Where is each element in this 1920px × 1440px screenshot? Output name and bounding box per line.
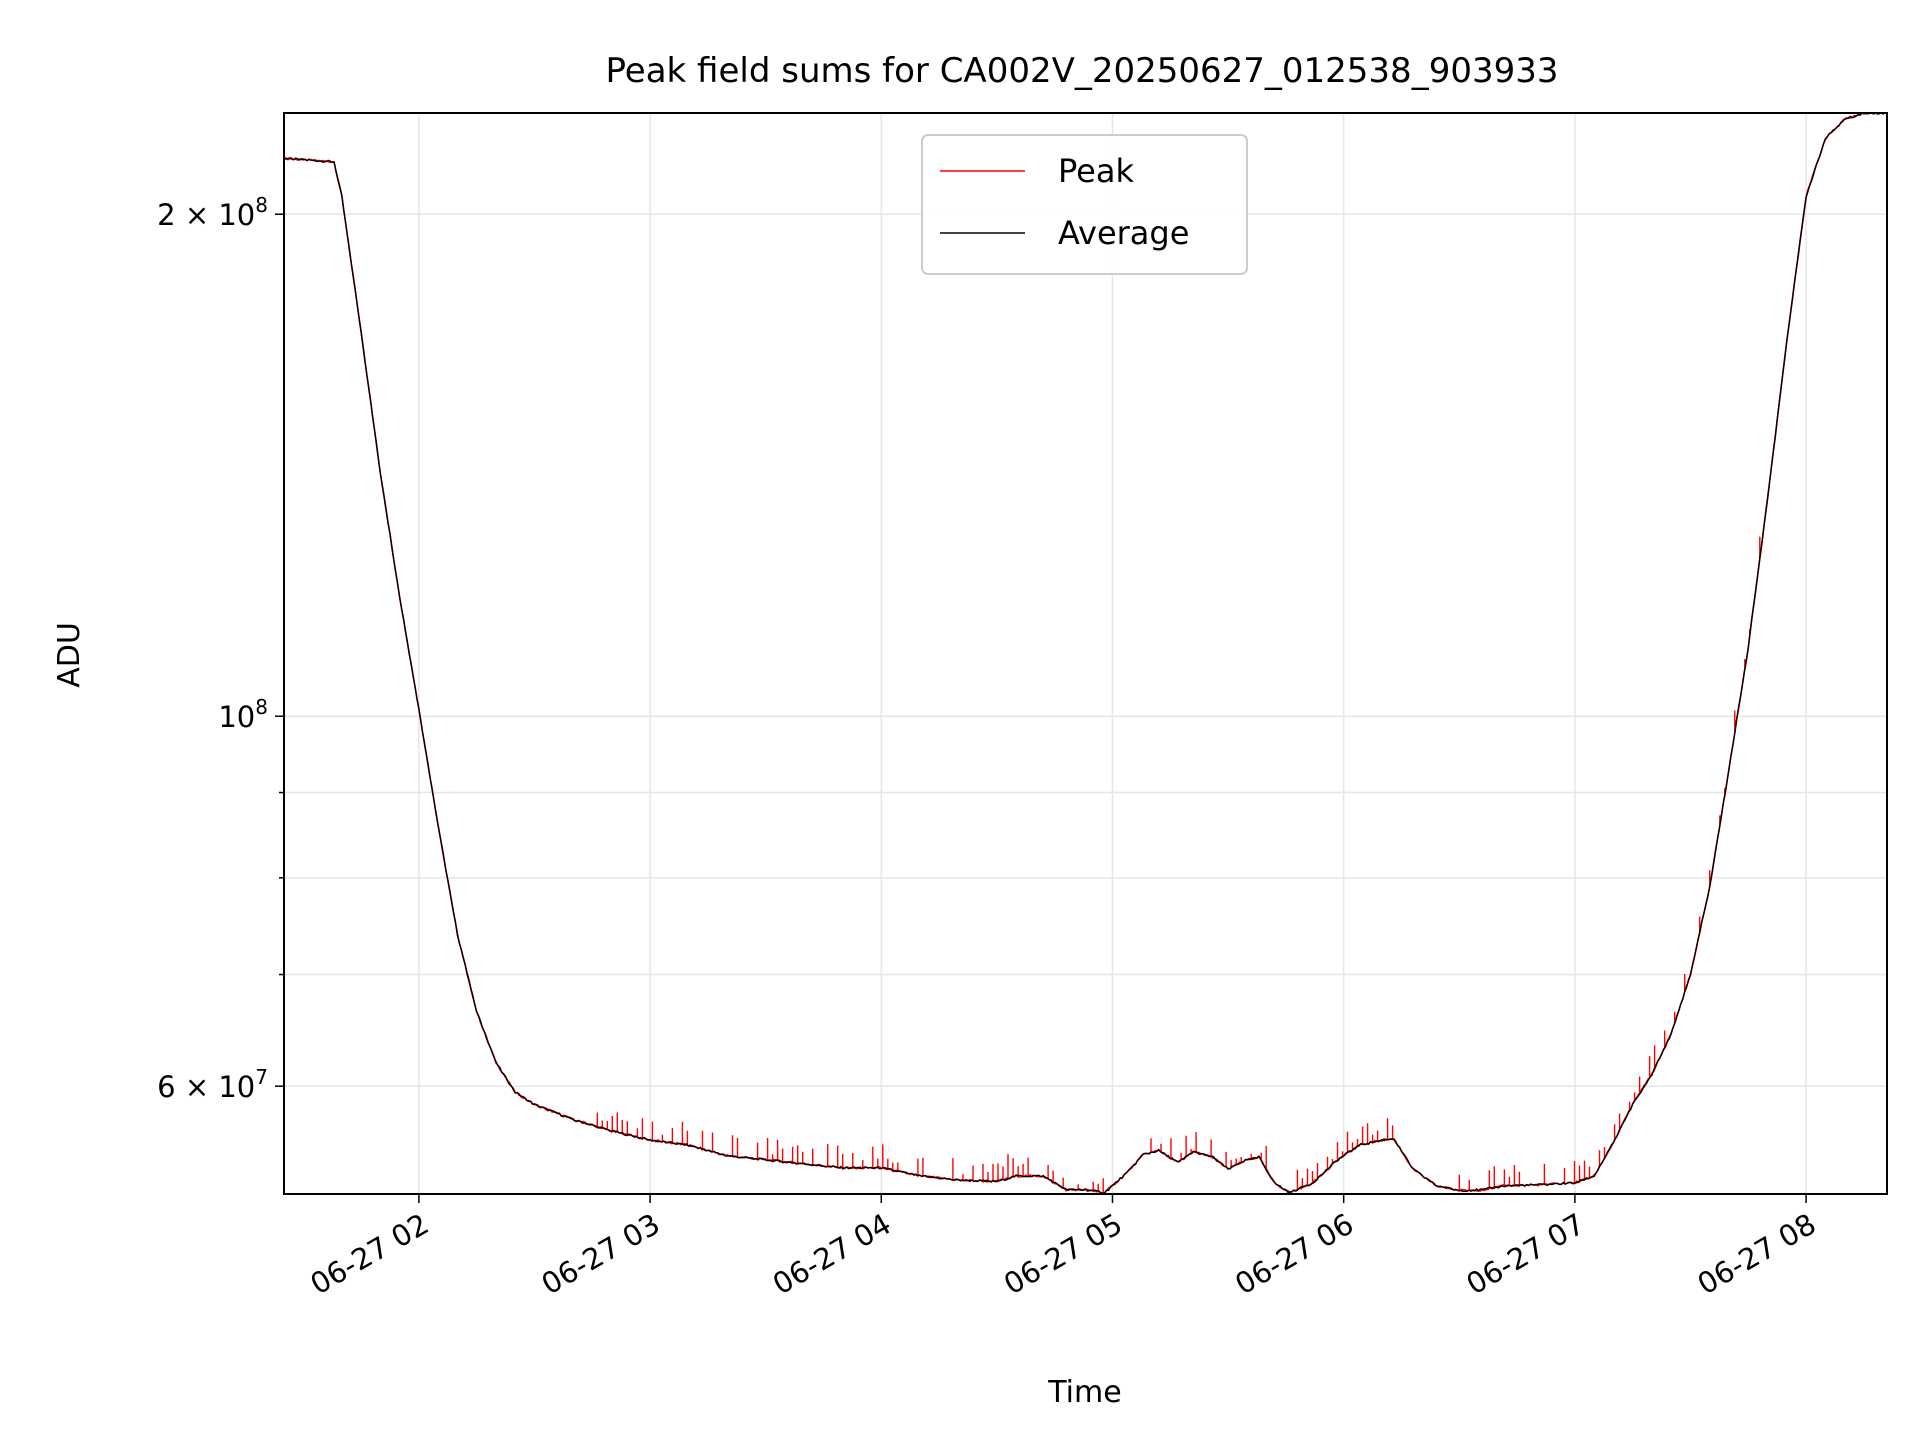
legend-peak-label: Peak <box>1058 152 1134 190</box>
series-layer <box>284 113 1887 1194</box>
series-line-average <box>284 113 1887 1194</box>
legend: Peak Average <box>921 134 1248 275</box>
grid <box>284 113 1887 1194</box>
peak-spikes <box>596 536 1761 1193</box>
legend-box <box>921 134 1248 275</box>
legend-average-label: Average <box>1058 214 1189 252</box>
chart-title: Peak field sums for CA002V_20250627_0125… <box>606 51 1559 91</box>
y-tick-label: 2 × 108 <box>157 193 268 232</box>
plot-frame <box>283 112 1888 1195</box>
x-axis-label: Time <box>1047 1375 1121 1410</box>
y-axis-label: ADU <box>52 622 87 688</box>
y-tick-label: 6 × 107 <box>157 1065 268 1104</box>
